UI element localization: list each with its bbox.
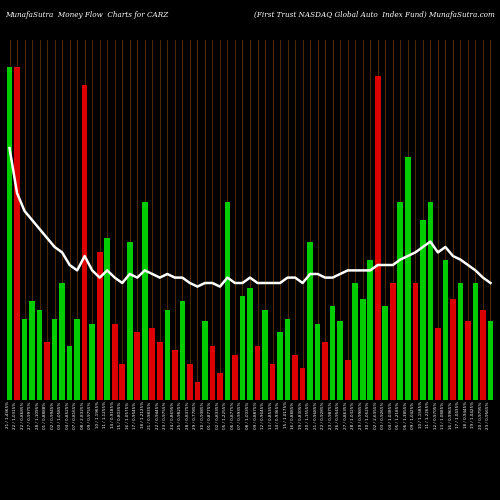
Bar (104, 238, 110, 400)
Bar (29, 301, 35, 400)
Bar (120, 364, 125, 400)
Bar (488, 321, 494, 400)
Bar (382, 306, 388, 400)
Bar (375, 76, 380, 400)
Bar (458, 283, 463, 400)
Bar (352, 283, 358, 400)
Bar (217, 373, 223, 400)
Bar (390, 283, 396, 400)
Bar (112, 324, 117, 400)
Bar (360, 299, 366, 400)
Bar (262, 310, 268, 400)
Bar (14, 67, 20, 400)
Bar (442, 260, 448, 400)
Bar (134, 332, 140, 400)
Bar (157, 342, 162, 400)
Bar (164, 310, 170, 400)
Bar (232, 355, 238, 400)
Bar (82, 85, 87, 400)
Bar (224, 202, 230, 400)
Bar (277, 332, 283, 400)
Bar (240, 296, 246, 400)
Bar (247, 288, 253, 400)
Text: (First Trust NASDAQ Global Auto  Index Fund) MunafaSutra.com: (First Trust NASDAQ Global Auto Index Fu… (254, 11, 495, 19)
Bar (97, 252, 102, 400)
Bar (194, 382, 200, 400)
Bar (315, 324, 320, 400)
Bar (322, 342, 328, 400)
Bar (300, 368, 306, 400)
Bar (44, 342, 50, 400)
Bar (67, 346, 72, 400)
Bar (330, 306, 336, 400)
Bar (254, 346, 260, 400)
Bar (345, 360, 350, 400)
Bar (187, 364, 192, 400)
Bar (308, 242, 313, 400)
Bar (292, 355, 298, 400)
Bar (428, 202, 433, 400)
Bar (420, 220, 426, 400)
Bar (90, 324, 95, 400)
Bar (480, 310, 486, 400)
Bar (472, 283, 478, 400)
Bar (6, 67, 12, 400)
Bar (37, 310, 43, 400)
Text: MunafaSutra  Money Flow  Charts for CARZ: MunafaSutra Money Flow Charts for CARZ (5, 11, 168, 19)
Bar (412, 283, 418, 400)
Bar (142, 202, 148, 400)
Bar (180, 301, 185, 400)
Bar (338, 321, 343, 400)
Bar (270, 364, 276, 400)
Bar (450, 299, 456, 400)
Bar (202, 321, 207, 400)
Bar (22, 319, 28, 400)
Bar (285, 319, 290, 400)
Bar (74, 319, 80, 400)
Bar (435, 328, 440, 400)
Bar (172, 350, 178, 400)
Bar (150, 328, 155, 400)
Bar (368, 260, 373, 400)
Bar (60, 283, 65, 400)
Bar (405, 157, 410, 400)
Bar (210, 346, 215, 400)
Bar (398, 202, 403, 400)
Bar (52, 319, 58, 400)
Bar (127, 242, 132, 400)
Bar (465, 321, 471, 400)
